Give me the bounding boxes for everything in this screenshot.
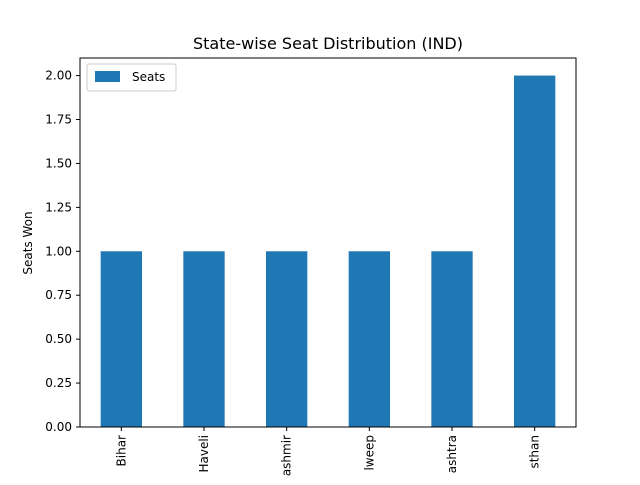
bar-4 (431, 251, 473, 427)
x-tick-label-1: Haveli (197, 435, 211, 473)
y-tick-label-2: 0.50 (45, 332, 72, 346)
y-tick-label-5: 1.25 (45, 200, 72, 214)
x-ticks-group: Bihar Haveli ashmir lweep ashtra sthan (114, 427, 542, 476)
x-tick-label-4: ashtra (445, 435, 459, 473)
y-tick-label-3: 0.75 (45, 288, 72, 302)
y-tick-label-1: 0.25 (45, 376, 72, 390)
legend-label-seats: Seats (132, 70, 165, 84)
y-axis-label: Seats Won (21, 211, 35, 274)
y-tick-label-8: 2.00 (45, 69, 72, 83)
legend-swatch-seats (95, 71, 120, 82)
legend-frame (86, 63, 177, 92)
x-tick-label-2: ashmir (280, 435, 294, 476)
bar-1 (183, 251, 225, 427)
y-tick-label-4: 1.00 (45, 244, 72, 258)
bar-0 (100, 251, 142, 427)
axes-group (79, 57, 577, 428)
x-tick-label-3: lweep (362, 435, 376, 471)
bar-3 (348, 251, 390, 427)
x-tick-label-0: Bihar (114, 435, 128, 467)
bar-5 (514, 75, 556, 428)
y-ticks-group: 0.00 0.25 0.50 0.75 1.00 1.25 1.50 1.75 2.00 (45, 69, 80, 434)
chart-title: State-wise Seat Distribution (IND) (193, 34, 463, 53)
legend: Seats (86, 63, 177, 92)
y-tick-label-0: 0.00 (45, 420, 72, 434)
plot-frame (79, 57, 577, 428)
bars-group (100, 75, 556, 428)
y-tick-label-6: 1.50 (45, 156, 72, 170)
x-tick-label-5: sthan (528, 435, 542, 469)
y-tick-label-7: 1.75 (45, 113, 72, 127)
bar-2 (266, 251, 308, 427)
